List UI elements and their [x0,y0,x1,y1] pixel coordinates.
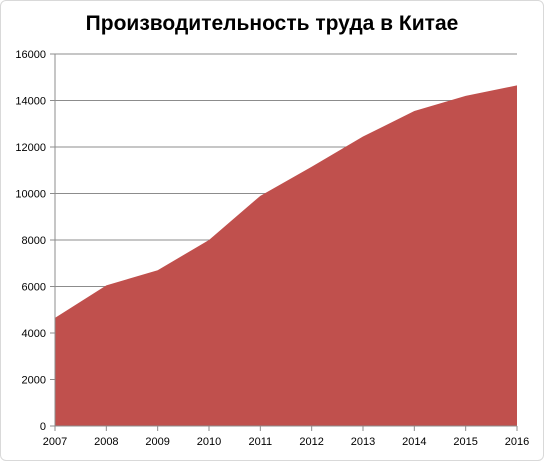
y-tick-label: 0 [40,421,46,433]
y-tick-label: 16000 [15,49,46,61]
x-tick-label: 2013 [351,436,375,448]
y-tick-label: 10000 [15,189,46,201]
y-tick-label: 2000 [22,375,46,387]
x-tick-label: 2012 [299,436,323,448]
x-tick-label: 2008 [94,436,118,448]
x-tick-label: 2016 [505,436,529,448]
x-tick-label: 2015 [453,436,477,448]
y-tick-label: 4000 [22,328,46,340]
x-tick-label: 2010 [197,436,221,448]
series-area [55,85,517,426]
x-tick-label: 2014 [402,436,426,448]
chart-title: Производительность труда в Китае [85,12,459,35]
axes [50,53,518,431]
y-tick-label: 14000 [15,96,46,108]
y-tick-label: 12000 [15,142,46,154]
x-tick-label: 2011 [249,436,273,448]
y-tick-label: 6000 [22,282,46,294]
x-tick-label: 2007 [43,436,67,448]
series-area-layer [55,85,517,426]
y-tick-labels: 0 2000 4000 6000 8000 10000 12000 14000 16000 [15,49,46,433]
y-tick-label: 8000 [22,235,46,247]
x-tick-labels: 2007 2008 2009 2010 2011 2012 2013 2014 2015 2016 [43,436,529,448]
x-tick-label: 2009 [145,436,169,448]
